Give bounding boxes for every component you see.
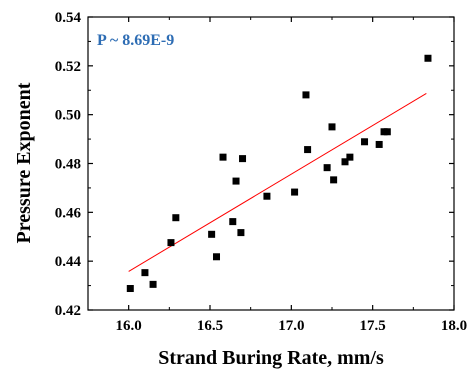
data-point <box>237 229 245 237</box>
y-tick-label: 0.52 <box>55 59 81 75</box>
data-point <box>219 153 227 161</box>
data-point <box>263 192 271 200</box>
data-point <box>323 164 331 172</box>
x-tick-label: 17.0 <box>278 318 304 334</box>
data-point <box>424 54 432 62</box>
data-point <box>383 128 391 136</box>
data-point <box>328 123 336 131</box>
y-tick-label: 0.54 <box>55 10 82 26</box>
data-point <box>304 146 312 154</box>
x-tick-label: 18.0 <box>441 318 467 334</box>
x-axis-title: Strand Buring Rate, mm/s <box>158 347 384 369</box>
plot-frame <box>87 16 455 311</box>
y-tick-label: 0.50 <box>55 108 81 124</box>
y-tick-label: 0.44 <box>55 254 82 270</box>
annotation-label: P ~ 8.69E-9 <box>97 32 174 49</box>
x-tick-label: 16.0 <box>116 318 142 334</box>
data-point <box>330 176 338 184</box>
data-point <box>302 91 310 99</box>
x-tick-label: 16.5 <box>197 318 223 334</box>
data-point <box>149 280 157 288</box>
y-axis-title: Pressure Exponent <box>13 82 35 243</box>
data-point <box>141 269 149 277</box>
data-point <box>291 188 299 196</box>
data-point <box>361 138 369 146</box>
data-points <box>126 54 432 293</box>
data-point <box>229 218 237 226</box>
y-tick-label: 0.48 <box>55 157 81 173</box>
data-point <box>213 253 221 261</box>
data-point <box>239 155 247 163</box>
data-point <box>341 158 349 166</box>
y-tick-label: 0.46 <box>55 205 82 221</box>
data-point <box>375 140 383 148</box>
y-tick-label: 0.42 <box>55 303 81 319</box>
data-point <box>167 239 175 247</box>
y-axis: 0.42 0.44 0.46 0.48 0.50 0.52 0.54 <box>55 10 454 319</box>
data-point <box>126 285 134 293</box>
data-point <box>232 177 240 185</box>
data-point <box>346 153 354 161</box>
data-point <box>172 214 180 222</box>
data-point <box>208 230 216 238</box>
x-axis: 16.0 16.5 17.0 17.5 18.0 <box>116 17 467 334</box>
x-tick-label: 17.5 <box>360 318 386 334</box>
fit-line <box>128 92 427 272</box>
